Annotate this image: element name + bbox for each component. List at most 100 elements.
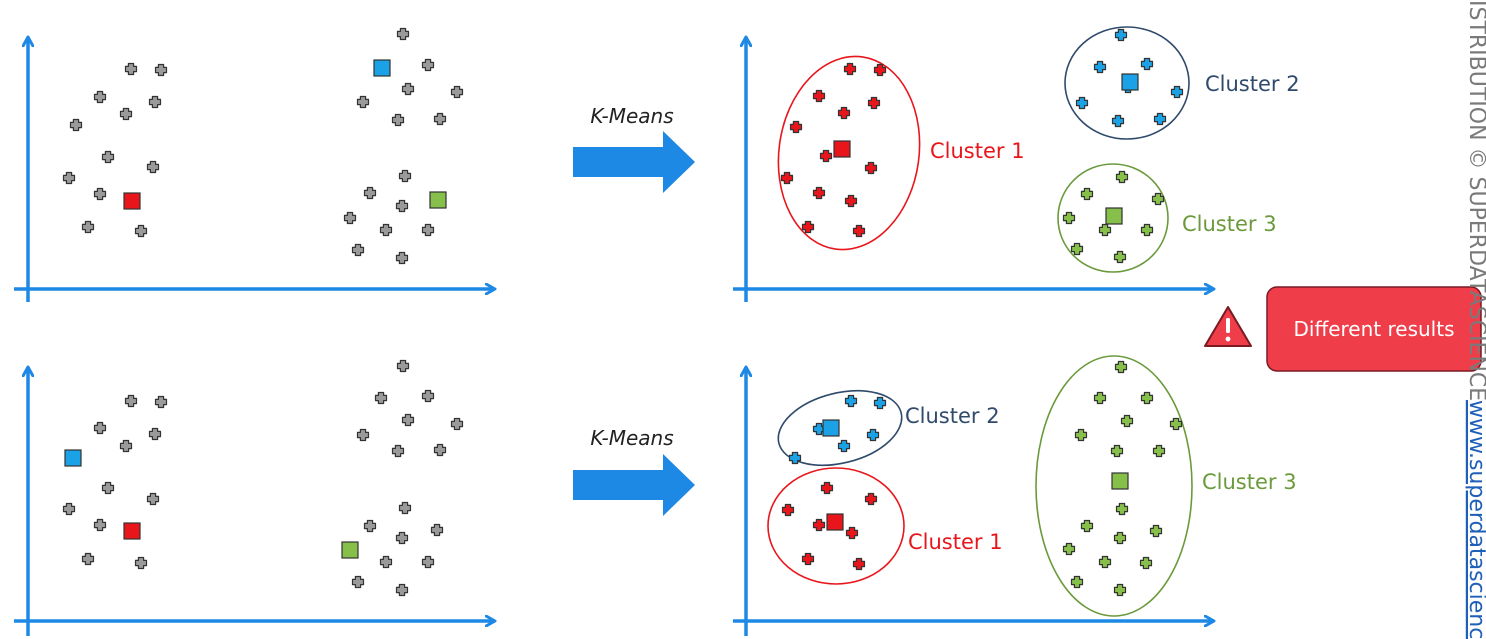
data-point: [154, 63, 168, 77]
data-point: [401, 82, 415, 96]
warning-box: [1266, 286, 1482, 372]
data-point: [1098, 555, 1112, 569]
data-point: [1080, 519, 1094, 533]
data-point: [873, 396, 887, 410]
data-point: [843, 62, 857, 76]
data-point: [124, 394, 138, 408]
centroid-marker: [826, 513, 844, 531]
data-point: [1115, 502, 1129, 516]
data-point: [1093, 60, 1107, 74]
data-point: [1120, 414, 1134, 428]
data-point: [154, 395, 168, 409]
data-point: [395, 199, 409, 213]
warning-triangle-icon: [1204, 306, 1252, 347]
data-point: [1062, 542, 1076, 556]
data-point: [62, 502, 76, 516]
data-point: [146, 492, 160, 506]
data-point: [343, 211, 357, 225]
data-point: [1113, 583, 1127, 597]
data-point: [124, 62, 138, 76]
data-point: [146, 160, 160, 174]
data-point: [1170, 85, 1184, 99]
axes: [14, 38, 1213, 636]
data-point: [391, 444, 405, 458]
cluster-label: Cluster 1: [908, 530, 1003, 554]
data-point: [837, 106, 851, 120]
data-point: [395, 583, 409, 597]
cluster-group: Cluster 3: [1057, 163, 1277, 273]
data-point: [812, 186, 826, 200]
warning-text: Different results: [1293, 317, 1454, 341]
data-point: [396, 359, 410, 373]
centroid-marker: [373, 59, 391, 77]
plot-axes: [14, 368, 494, 636]
data-point: [1153, 112, 1167, 126]
data-point: [81, 552, 95, 566]
cluster-group: Cluster 1: [777, 55, 1025, 251]
data-point: [356, 95, 370, 109]
cluster-group: Cluster 2: [777, 389, 1000, 467]
data-point: [421, 555, 435, 569]
data-point: [1080, 187, 1094, 201]
data-point: [363, 519, 377, 533]
data-point: [379, 223, 393, 237]
data-point: [374, 391, 388, 405]
data-point: [363, 186, 377, 200]
data-point: [873, 63, 887, 77]
centroid-marker: [1121, 73, 1139, 91]
data-point: [1110, 444, 1124, 458]
data-point: [845, 526, 859, 540]
data-point: [1114, 360, 1128, 374]
kmeans-arrow-bottom: K-Means: [573, 426, 695, 516]
data-point: [781, 503, 795, 517]
data-point: [1149, 524, 1163, 538]
data-point: [101, 481, 115, 495]
data-point: [134, 224, 148, 238]
website-side-link[interactable]: www.superdatascienc: [1464, 400, 1486, 639]
centroid-marker: [833, 140, 851, 158]
centroid-marker: [341, 541, 359, 559]
right-arrow-icon: [573, 454, 695, 516]
cluster-label: Cluster 3: [1202, 470, 1297, 494]
data-point: [789, 120, 803, 134]
data-point: [852, 224, 866, 238]
data-point: [1111, 114, 1125, 128]
data-point: [421, 389, 435, 403]
cluster-group: Cluster 3: [1035, 355, 1297, 617]
cluster-boundary: [767, 467, 905, 585]
data-point: [391, 113, 405, 127]
data-point: [1098, 223, 1112, 237]
data-point: [119, 439, 133, 453]
data-point: [69, 118, 83, 132]
plot-before-kmeans: [62, 359, 464, 597]
kmeans-arrow-top: K-Means: [573, 104, 695, 193]
centroid-marker: [429, 191, 447, 209]
centroid-marker: [123, 522, 141, 540]
data-point: [351, 575, 365, 589]
data-point: [395, 531, 409, 545]
data-point: [837, 439, 851, 453]
data-point: [1140, 57, 1154, 71]
data-point: [812, 518, 826, 532]
data-point: [401, 413, 415, 427]
data-point: [395, 251, 409, 265]
data-point: [844, 194, 858, 208]
data-point: [1093, 391, 1107, 405]
data-point: [62, 171, 76, 185]
data-point: [93, 90, 107, 104]
centroid-marker: [123, 192, 141, 210]
data-point: [148, 95, 162, 109]
data-point: [1113, 250, 1127, 264]
data-point: [1113, 531, 1127, 545]
data-point: [1114, 28, 1128, 42]
data-point: [1169, 417, 1183, 431]
data-point: [430, 523, 444, 537]
data-point: [867, 96, 881, 110]
data-point: [433, 443, 447, 457]
data-point: [780, 171, 794, 185]
data-point: [1074, 428, 1088, 442]
copyright-side-text: ISTRIBUTION © SUPERDATASCIENCE: [1464, 0, 1486, 401]
cluster-boundary: [1035, 355, 1193, 617]
